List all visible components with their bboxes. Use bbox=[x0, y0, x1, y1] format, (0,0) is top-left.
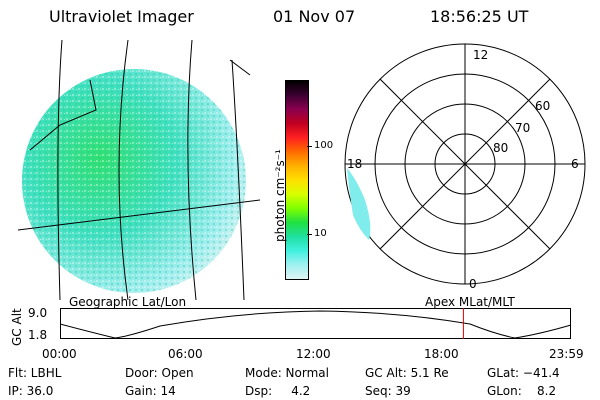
lat-label-70: 70 bbox=[515, 121, 530, 135]
colorbar-tick-label: 10 bbox=[314, 228, 327, 239]
info-door: Door: Open bbox=[125, 366, 194, 380]
info-ip: IP: 36.0 bbox=[8, 384, 54, 398]
timeline-frame bbox=[60, 308, 571, 339]
altitude-curve bbox=[60, 310, 572, 339]
mlt-label-12: 12 bbox=[473, 48, 488, 62]
header-time: 18:56:25 UT bbox=[430, 7, 529, 26]
info-filter: Flt: LBHL bbox=[8, 366, 62, 380]
colorbar-tick-10 bbox=[307, 234, 312, 235]
info-glon: GLon: 8.2 bbox=[487, 384, 557, 398]
header-date: 01 Nov 07 bbox=[273, 7, 356, 26]
info-glat: GLat: −41.4 bbox=[487, 366, 560, 380]
colorbar-tick-100 bbox=[307, 146, 312, 147]
timeline-xtick: 12:00 bbox=[296, 347, 331, 361]
lat-label-80: 80 bbox=[493, 141, 508, 155]
polar-plot: 12 6 0 18 60 70 80 bbox=[344, 43, 586, 291]
colorbar-label: photon cm⁻²s⁻¹ bbox=[273, 149, 287, 242]
color-bar-gradient bbox=[286, 81, 308, 279]
info-seq: Seq: 39 bbox=[365, 384, 411, 398]
apex-label: Apex MLat/MLT bbox=[425, 295, 515, 309]
altitude-timeline bbox=[60, 308, 572, 339]
info-gain: Gain: 14 bbox=[125, 384, 176, 398]
geographic-label: Geographic Lat/Lon bbox=[69, 295, 187, 309]
lat-lon-grid bbox=[17, 40, 260, 300]
timeline-xtick: 18:00 bbox=[424, 347, 459, 361]
polar-image-patch bbox=[347, 168, 371, 240]
timeline-ylabel: GC Alt bbox=[10, 308, 24, 346]
info-mode: Mode: Normal bbox=[245, 366, 329, 380]
mlt-label-18: 18 bbox=[347, 157, 362, 171]
image-texture bbox=[22, 69, 246, 293]
color-bar bbox=[285, 80, 309, 280]
info-dsp: Dsp: 4.2 bbox=[245, 384, 311, 398]
lat-label-60: 60 bbox=[535, 99, 550, 113]
timeline-ytick-1-8: 1.8 bbox=[28, 328, 48, 342]
timeline-xtick: 23:59 bbox=[549, 347, 584, 361]
geographic-image bbox=[17, 40, 260, 300]
timeline-xtick: 06:00 bbox=[168, 347, 203, 361]
info-gc-alt: GC Alt: 5.1 Re bbox=[365, 366, 449, 380]
timeline-ytick-9: 9.0 bbox=[28, 306, 48, 320]
colorbar-tick-label: 100 bbox=[314, 140, 334, 151]
mlt-label-6: 6 bbox=[571, 157, 579, 171]
polar-axis-diagonal bbox=[379, 78, 551, 250]
timeline-xtick: 00:00 bbox=[42, 347, 77, 361]
app-title: Ultraviolet Imager bbox=[49, 7, 194, 26]
mlt-label-0: 0 bbox=[469, 277, 477, 291]
